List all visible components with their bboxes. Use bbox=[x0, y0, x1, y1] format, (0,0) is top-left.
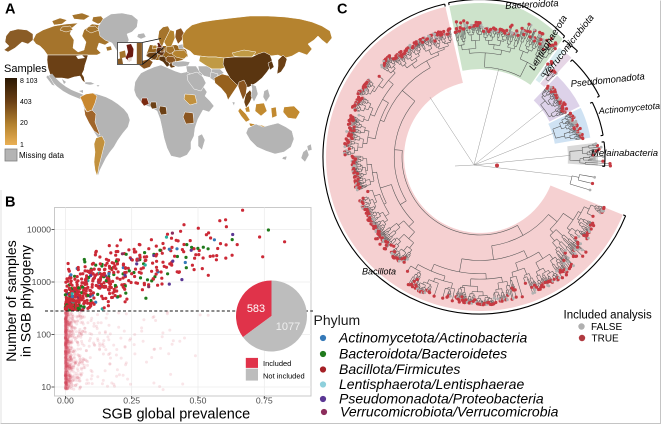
svg-text:Bacteroidota/Bacteroidetes: Bacteroidota/Bacteroidetes bbox=[339, 346, 507, 362]
svg-text:Bacillota/Firmicutes: Bacillota/Firmicutes bbox=[339, 361, 460, 377]
svg-text:B: B bbox=[5, 195, 15, 211]
svg-text:20: 20 bbox=[20, 120, 28, 127]
svg-text:Bacillota: Bacillota bbox=[362, 267, 396, 277]
svg-text:0.50: 0.50 bbox=[190, 396, 207, 406]
svg-text:1: 1 bbox=[20, 142, 24, 149]
svg-text:Not included: Not included bbox=[263, 372, 305, 381]
svg-text:in SGB phylogeny: in SGB phylogeny bbox=[18, 245, 34, 357]
svg-text:100: 100 bbox=[37, 329, 52, 339]
svg-text:0.75: 0.75 bbox=[256, 396, 273, 406]
svg-text:FALSE: FALSE bbox=[591, 322, 622, 333]
svg-text:10: 10 bbox=[41, 382, 51, 392]
svg-text:TRUE: TRUE bbox=[592, 334, 620, 345]
svg-text:Verrucomicrobiota/Verrucomicro: Verrucomicrobiota/Verrucomicrobia bbox=[340, 404, 559, 420]
svg-text:403: 403 bbox=[20, 99, 32, 106]
svg-text:1000: 1000 bbox=[32, 277, 51, 287]
svg-text:583: 583 bbox=[247, 303, 265, 315]
svg-text:Bacteroidota: Bacteroidota bbox=[505, 0, 559, 12]
svg-text:SGB global prevalence: SGB global prevalence bbox=[102, 407, 250, 423]
svg-text:8 103: 8 103 bbox=[20, 78, 38, 85]
svg-text:Lentisphaerota/Lentisphaerae: Lentisphaerota/Lentisphaerae bbox=[339, 376, 524, 392]
svg-text:A: A bbox=[5, 2, 16, 18]
svg-text:Phylum: Phylum bbox=[314, 312, 361, 328]
svg-text:1077: 1077 bbox=[276, 321, 300, 333]
svg-text:0.00: 0.00 bbox=[57, 396, 74, 406]
svg-text:Included analysis: Included analysis bbox=[564, 310, 652, 322]
svg-text:Missing data: Missing data bbox=[19, 151, 64, 160]
svg-text:Number of samples: Number of samples bbox=[3, 240, 19, 361]
svg-text:Melainabacteria: Melainabacteria bbox=[591, 148, 658, 159]
svg-text:C: C bbox=[337, 2, 348, 18]
svg-text:Actinomycetota/Actinobacteria: Actinomycetota/Actinobacteria bbox=[338, 330, 528, 346]
svg-text:Included: Included bbox=[263, 359, 291, 368]
svg-text:Samples: Samples bbox=[4, 63, 47, 75]
svg-text:10000: 10000 bbox=[27, 224, 51, 234]
svg-text:Pseudomonadota/Proteobacteria: Pseudomonadota/Proteobacteria bbox=[339, 391, 544, 407]
svg-text:0.25: 0.25 bbox=[123, 396, 140, 406]
